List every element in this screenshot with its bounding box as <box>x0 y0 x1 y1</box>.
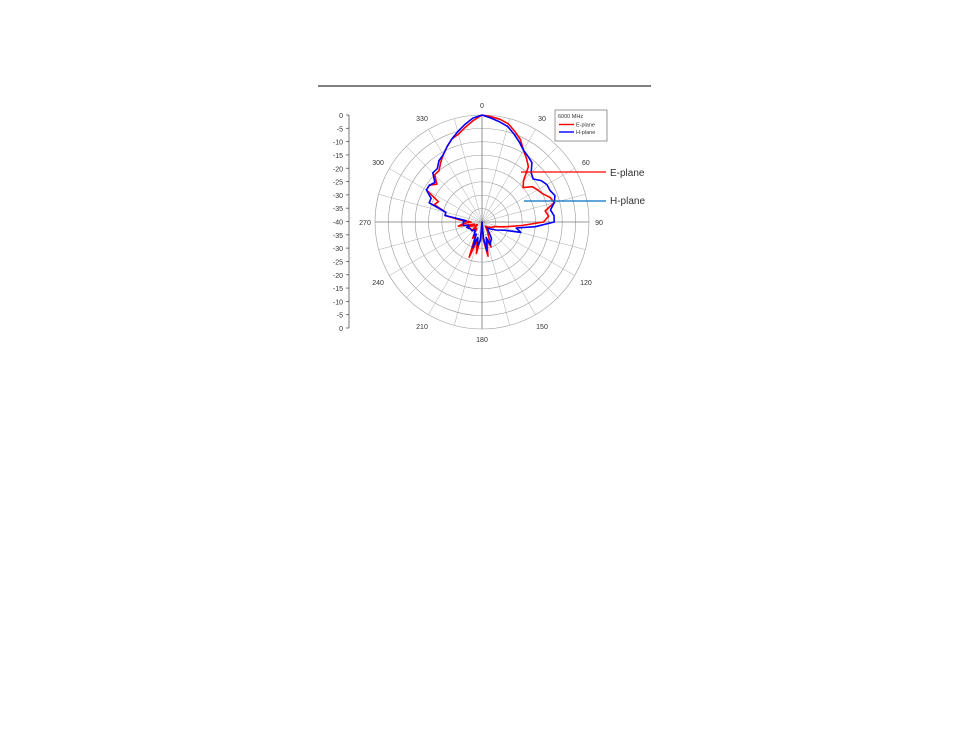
series-layer <box>425 114 556 259</box>
angle-label: 150 <box>536 324 548 331</box>
angle-label: 60 <box>582 160 590 167</box>
grid-spoke <box>378 221 483 250</box>
grid-spoke <box>481 168 575 223</box>
radial-tick-label: -30 <box>333 246 343 253</box>
radial-axis: 0 -5 -10 -15 -20 -25 -30 -35 -40 -35 -30 -25 -20 -15 -… <box>333 113 350 333</box>
angle-label: 210 <box>416 324 428 331</box>
angle-label: 0 <box>480 103 484 110</box>
radial-tick-label: 0 <box>339 326 343 333</box>
grid-spoke <box>481 221 558 298</box>
grid-spoke <box>481 118 510 223</box>
angle-label: 300 <box>372 160 384 167</box>
grid-spoke <box>481 129 536 223</box>
radial-tick-label: -20 <box>333 166 343 173</box>
radial-tick-label: -40 <box>333 220 343 227</box>
radial-tick-label: -5 <box>337 126 343 133</box>
angle-label: 120 <box>580 280 592 287</box>
grid-spoke <box>481 146 558 223</box>
radial-tick-label: -35 <box>333 233 343 240</box>
radial-tick-label: -20 <box>333 273 343 280</box>
angle-label: 30 <box>538 116 546 123</box>
angle-label: 270 <box>359 220 371 227</box>
radial-tick-label: -30 <box>333 193 343 200</box>
grid-spoke <box>481 221 575 276</box>
radial-tick-label: -10 <box>333 299 343 306</box>
grid-spoke <box>389 221 483 276</box>
angle-label: 330 <box>416 116 428 123</box>
callout-label-h-plane: H-plane <box>610 196 645 207</box>
angle-label: 240 <box>372 280 384 287</box>
legend-title: 6000 MHz <box>558 114 583 120</box>
radial-tick-label: -35 <box>333 206 343 213</box>
grid-spoke <box>406 146 483 223</box>
radial-tick-label: -5 <box>337 313 343 320</box>
series-line-h-plane <box>425 114 556 252</box>
grid-spoke <box>481 194 586 223</box>
callout-label-e-plane: E-plane <box>610 168 645 179</box>
radial-tick-label: -10 <box>333 140 343 147</box>
grid-spoke <box>389 168 483 223</box>
angle-label: 90 <box>595 220 603 227</box>
grid-spoke <box>406 221 483 298</box>
grid-spoke <box>428 129 483 223</box>
legend-entry: E-plane <box>576 123 595 129</box>
legend-box <box>554 109 608 142</box>
grid-spoke <box>454 118 483 223</box>
radial-tick-label: -15 <box>333 286 343 293</box>
radial-tick-label: 0 <box>339 113 343 120</box>
legend-entry: H-plane <box>576 130 595 136</box>
angle-labels: 0 30 60 90 120 150 180 210 240 270 300 330 <box>359 103 603 344</box>
radial-tick-label: -25 <box>333 259 343 266</box>
grid-spoke <box>378 194 483 223</box>
radial-tick-label: -25 <box>333 180 343 187</box>
angle-label: 180 <box>476 337 488 344</box>
radial-tick-label: -15 <box>333 153 343 160</box>
callouts: E-plane H-plane <box>521 168 645 207</box>
